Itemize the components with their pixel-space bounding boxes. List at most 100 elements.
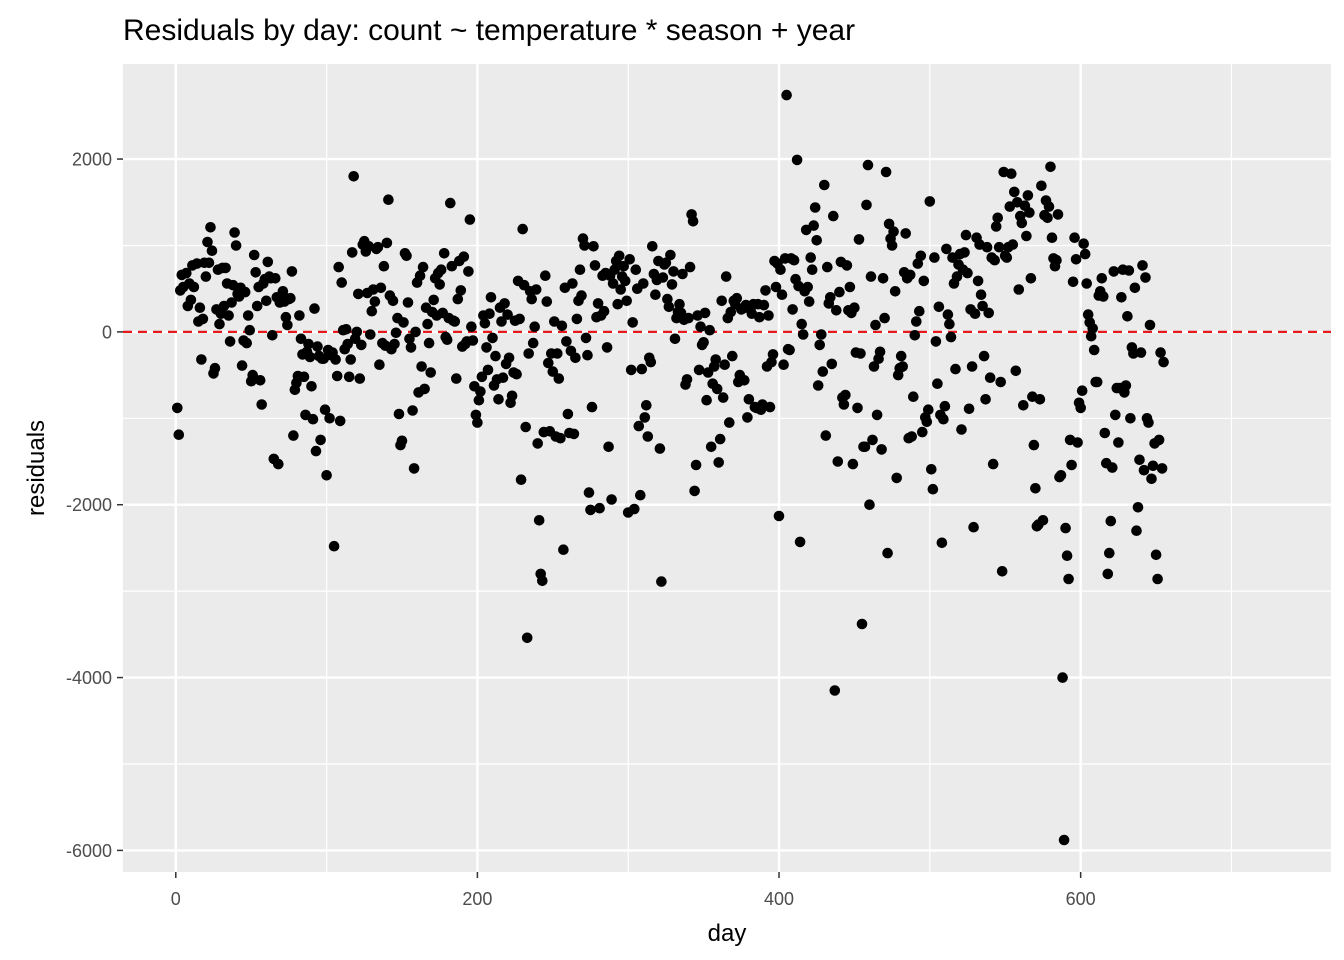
data-point: [527, 337, 539, 349]
data-point: [1123, 265, 1135, 276]
data-point: [530, 284, 542, 295]
data-point: [613, 250, 625, 262]
x-axis-title: day: [708, 920, 747, 947]
data-point: [416, 361, 427, 372]
data-point: [601, 342, 613, 353]
data-point: [603, 441, 614, 453]
data-point: [880, 166, 892, 178]
data-point: [294, 310, 305, 321]
data-point: [607, 278, 619, 289]
data-point: [396, 435, 408, 447]
data-point: [770, 281, 782, 293]
data-point: [932, 378, 943, 390]
data-point: [592, 298, 604, 309]
data-point: [493, 394, 504, 405]
data-point: [328, 540, 340, 552]
data-point: [1081, 278, 1092, 289]
data-point: [938, 413, 949, 425]
data-point: [1043, 201, 1055, 212]
data-point: [472, 417, 483, 428]
data-point: [731, 292, 743, 304]
data-point: [764, 401, 776, 413]
data-point: [820, 430, 832, 441]
data-point: [951, 271, 963, 282]
data-point: [1105, 515, 1117, 527]
data-point: [861, 199, 872, 211]
data-point: [989, 254, 1000, 266]
data-point: [794, 536, 806, 548]
data-point: [635, 489, 646, 501]
data-point: [408, 463, 420, 474]
data-point: [908, 391, 919, 403]
data-point: [451, 373, 462, 384]
data-point: [704, 324, 715, 336]
data-point: [220, 262, 231, 274]
data-point: [464, 214, 476, 225]
data-point: [1079, 248, 1091, 260]
data-point: [1129, 282, 1141, 294]
data-point: [713, 457, 724, 468]
data-point: [378, 260, 390, 272]
data-point: [897, 361, 908, 372]
data-point: [638, 278, 649, 289]
data-point: [962, 267, 973, 279]
data-point: [933, 301, 945, 313]
data-point: [533, 515, 545, 526]
data-point: [983, 307, 994, 319]
data-point: [393, 408, 405, 420]
data-point: [739, 375, 750, 386]
data-point: [690, 459, 702, 471]
data-point: [711, 383, 723, 395]
data-point: [1018, 400, 1029, 411]
data-point: [343, 371, 355, 383]
data-point: [585, 504, 596, 516]
data-point: [993, 241, 1005, 253]
data-point: [576, 290, 587, 301]
data-point: [261, 295, 272, 307]
data-point: [944, 318, 955, 330]
data-point: [425, 367, 437, 378]
data-point: [515, 474, 527, 486]
data-point: [588, 241, 599, 252]
data-point: [840, 389, 851, 401]
data-point: [555, 432, 566, 444]
data-point: [754, 311, 765, 323]
data-point: [547, 366, 559, 377]
data-point: [1066, 459, 1077, 471]
data-point: [310, 445, 322, 457]
data-point: [1070, 253, 1082, 265]
data-point: [334, 415, 346, 427]
data-point: [911, 316, 922, 327]
data-point: [980, 394, 991, 405]
data-point: [812, 380, 824, 391]
data-point: [497, 372, 509, 384]
data-point: [627, 317, 638, 328]
data-point: [463, 266, 474, 277]
data-point: [939, 400, 951, 412]
x-axis-ticks: 0 200 400 600: [171, 872, 1096, 909]
data-point: [891, 472, 902, 484]
data-point: [968, 521, 979, 533]
data-point: [422, 318, 433, 330]
data-point: [763, 310, 774, 321]
data-point: [241, 337, 252, 349]
data-point: [309, 303, 320, 314]
data-point: [523, 348, 534, 359]
data-point: [612, 298, 623, 310]
data-point: [684, 261, 696, 273]
data-point: [687, 216, 699, 227]
data-point: [214, 318, 225, 330]
data-point: [479, 318, 491, 329]
data-point: [496, 316, 507, 327]
data-point: [879, 312, 890, 324]
data-point: [689, 485, 700, 497]
data-point: [977, 300, 988, 312]
data-point: [321, 470, 332, 481]
data-point: [1010, 365, 1022, 377]
data-point: [959, 247, 970, 258]
data-point: [582, 349, 593, 361]
data-point: [1051, 254, 1062, 266]
data-point: [960, 229, 972, 241]
data-point: [996, 566, 1008, 577]
data-point: [1098, 291, 1109, 302]
